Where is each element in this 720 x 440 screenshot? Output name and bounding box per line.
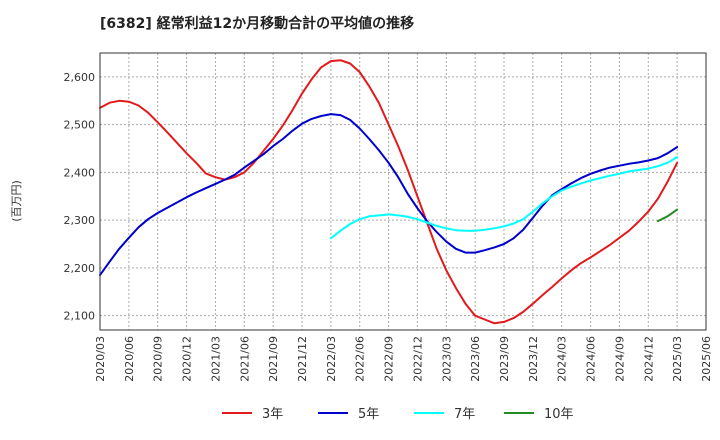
- grid-layer: [99, 53, 707, 330]
- series-line-3: [329, 156, 679, 240]
- y-tick-label: 2,100: [64, 310, 96, 323]
- plot-frame: [99, 52, 707, 331]
- x-tick-label: 2023/12: [527, 336, 540, 382]
- y-tick-label: 2,200: [64, 262, 96, 275]
- x-tick-label: 2022/06: [354, 336, 367, 382]
- x-tick-label: 2021/03: [209, 336, 222, 382]
- legend-label: 5年: [358, 407, 379, 422]
- legend-label: 7年: [454, 407, 475, 422]
- x-tick-label: 2024/12: [642, 336, 655, 382]
- x-tick-label: 2020/03: [94, 336, 107, 382]
- x-tick-label: 2020/09: [152, 336, 165, 382]
- y-tick-label: 2,500: [64, 119, 96, 132]
- x-tick-layer: 2020/03 2020/06 2020/09 2020/12 2021/03 2021/…: [94, 336, 713, 382]
- y-axis-label: (百万円): [10, 180, 23, 222]
- chart-title: [6382] 経常利益12か月移動合計の平均値の推移: [100, 15, 414, 32]
- series-line-2: [99, 113, 679, 277]
- x-tick-label: 2025/06: [700, 336, 713, 382]
- y-tick-label: 2,600: [64, 71, 96, 84]
- x-tick-label: 2024/09: [613, 336, 626, 382]
- y-tick-label: 2,300: [64, 214, 96, 227]
- x-tick-label: 2021/09: [267, 336, 280, 382]
- x-tick-label: 2024/06: [585, 336, 598, 382]
- x-tick-label: 2023/09: [498, 336, 511, 382]
- y-tick-label: 2,400: [64, 166, 96, 179]
- x-tick-label: 2020/06: [123, 336, 136, 382]
- x-tick-label: 2021/06: [238, 336, 251, 382]
- series-line-4: [656, 208, 679, 223]
- x-tick-label: 2024/03: [556, 336, 569, 382]
- x-tick-label: 2022/03: [325, 336, 338, 382]
- legend-label: 3年: [262, 407, 283, 422]
- legend: 3年 5年 7年 10年: [222, 407, 574, 422]
- x-tick-label: 2020/12: [181, 336, 194, 382]
- series-line-1: [99, 59, 679, 325]
- y-tick-layer: 2,100 2,200 2,300 2,400 2,500 2,600: [64, 71, 96, 323]
- series-layer: [99, 59, 679, 325]
- x-tick-label: 2022/09: [383, 336, 396, 382]
- x-tick-label: 2023/03: [440, 336, 453, 382]
- x-tick-label: 2021/12: [296, 336, 309, 382]
- x-tick-label: 2025/03: [671, 336, 684, 382]
- legend-label: 10年: [544, 407, 574, 422]
- x-tick-label: 2022/12: [411, 336, 424, 382]
- x-tick-label: 2023/06: [469, 336, 482, 382]
